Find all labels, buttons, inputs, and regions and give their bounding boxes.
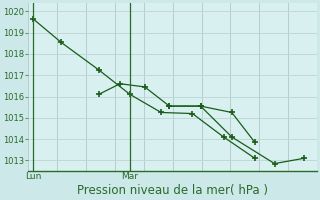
X-axis label: Pression niveau de la mer( hPa ): Pression niveau de la mer( hPa ) — [77, 184, 268, 197]
